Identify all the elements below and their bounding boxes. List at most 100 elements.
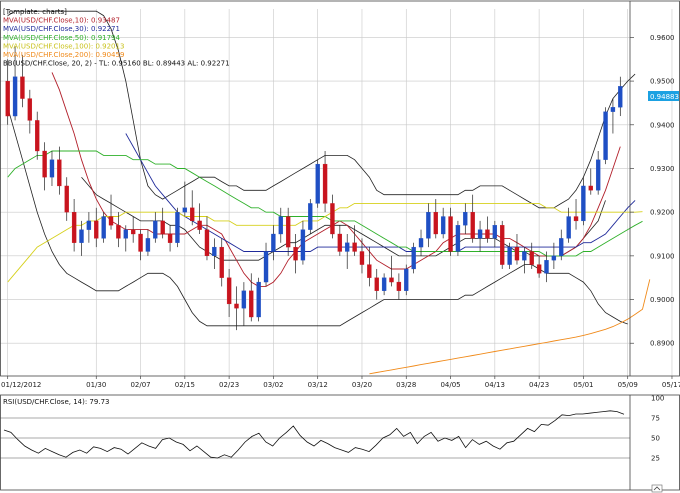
candle-down bbox=[5, 80, 10, 117]
candle-up bbox=[315, 163, 320, 204]
price-tick-label: 0.9600 bbox=[650, 34, 675, 42]
candle-down bbox=[20, 76, 25, 99]
moving-averages bbox=[7, 72, 651, 375]
date-tick-label: 02/07 bbox=[130, 381, 150, 389]
candle-up bbox=[212, 246, 217, 257]
candle-down bbox=[285, 216, 291, 248]
rsi-grid bbox=[0, 417, 630, 459]
series-mva-usd-chf-close-100- bbox=[7, 202, 643, 283]
candle-down bbox=[130, 229, 136, 235]
candle-down bbox=[167, 233, 173, 243]
candle-down bbox=[35, 120, 40, 152]
corner-arrow-icon[interactable] bbox=[651, 484, 663, 493]
rsi-tick-label: 75 bbox=[651, 415, 660, 423]
rsi-label: RSI(USD/CHF.Close, 14): 79.73 bbox=[3, 398, 109, 406]
price-tick-label: 0.9500 bbox=[650, 78, 675, 86]
candle-down bbox=[57, 159, 62, 187]
legend-entry: MVA(USD/CHF.Close,100): 0.92013 bbox=[3, 42, 124, 50]
date-tick-label: 03/12 bbox=[308, 381, 328, 389]
date-tick-label: 03/20 bbox=[352, 381, 372, 389]
candle-down bbox=[204, 229, 210, 257]
date-tick-label: 05/17 bbox=[662, 381, 680, 389]
candle-up bbox=[610, 107, 616, 112]
candle-down bbox=[293, 246, 298, 261]
candle-up bbox=[86, 220, 92, 230]
candle-down bbox=[219, 246, 224, 278]
candle-down bbox=[160, 220, 165, 235]
legend-entry: MVA(USD/CHF.Close,10): 0.93487 bbox=[3, 17, 120, 25]
candle-up bbox=[544, 260, 549, 274]
price-tick-label: 0.9200 bbox=[650, 209, 675, 217]
rsi-axis-ticks: 100 75 50 25 bbox=[651, 395, 664, 463]
candle-down bbox=[396, 281, 402, 291]
candle-up bbox=[463, 212, 468, 226]
candle-down bbox=[588, 185, 593, 191]
legend-entry: BB(USD/CHF.Close, 20, 2) - TL: 0.95160 B… bbox=[3, 60, 230, 68]
candle-up bbox=[101, 216, 106, 239]
candlesticks bbox=[5, 46, 623, 331]
candle-up bbox=[278, 216, 283, 235]
candle-up bbox=[551, 255, 557, 261]
candle-down bbox=[226, 277, 232, 305]
candle-down bbox=[514, 246, 520, 261]
candle-down bbox=[94, 220, 99, 239]
candle-up bbox=[566, 216, 571, 239]
candle-up bbox=[455, 225, 461, 252]
rsi-tick-label: 100 bbox=[651, 395, 664, 403]
candle-down bbox=[234, 303, 239, 309]
candle-up bbox=[345, 242, 350, 252]
series-mva-usd-chf-close-10- bbox=[51, 72, 621, 287]
candle-down bbox=[352, 242, 357, 252]
candle-up bbox=[411, 246, 416, 270]
date-tick-label: 04/05 bbox=[440, 381, 460, 389]
candle-up bbox=[477, 229, 483, 239]
candle-up bbox=[440, 216, 446, 235]
candle-up bbox=[153, 220, 158, 239]
candle-up bbox=[263, 251, 269, 283]
legend-entry: [Template: charts] bbox=[3, 8, 67, 16]
candle-up bbox=[49, 159, 55, 178]
candle-up bbox=[426, 212, 431, 239]
candle-down bbox=[42, 150, 47, 178]
candle-up bbox=[271, 233, 276, 252]
date-tick-label: 02/15 bbox=[175, 381, 195, 389]
indicator-legend: [Template: charts]MVA(USD/CHF.Close,10):… bbox=[3, 8, 230, 68]
candle-up bbox=[182, 207, 188, 213]
candle-down bbox=[330, 203, 335, 235]
candle-down bbox=[249, 290, 254, 318]
date-tick-label: 05/09 bbox=[618, 381, 638, 389]
candle-up bbox=[145, 238, 151, 252]
last-price-tag-box bbox=[648, 91, 679, 101]
candle-up bbox=[581, 185, 586, 222]
candle-down bbox=[322, 163, 328, 204]
candle-up bbox=[256, 281, 261, 318]
date-tick-label: 01/30 bbox=[86, 381, 106, 389]
candle-down bbox=[367, 264, 372, 278]
rsi-line bbox=[3, 410, 625, 459]
candle-up bbox=[175, 212, 180, 243]
series-mva-usd-chf-close-30- bbox=[125, 133, 636, 252]
candle-up bbox=[308, 203, 313, 230]
candle-down bbox=[359, 251, 365, 265]
date-tick-label: 03/28 bbox=[396, 381, 416, 389]
candle-down bbox=[27, 98, 33, 121]
candle-up bbox=[618, 86, 623, 108]
date-tick-label: 04/13 bbox=[485, 381, 505, 389]
candle-up bbox=[595, 159, 601, 191]
rsi-series bbox=[3, 410, 625, 459]
last-price-tag-text: 0.94883 bbox=[650, 93, 679, 101]
candle-up bbox=[418, 238, 424, 248]
last-price-tag: 0.94883 bbox=[648, 91, 679, 101]
date-tick-label: 05/01 bbox=[573, 381, 593, 389]
price-tick-label: 0.9000 bbox=[650, 296, 675, 304]
candle-down bbox=[190, 207, 195, 222]
series-bb-upper bbox=[7, 10, 636, 209]
candle-down bbox=[64, 185, 69, 213]
candle-down bbox=[485, 229, 490, 239]
candle-down bbox=[529, 251, 534, 265]
candle-down bbox=[389, 277, 394, 283]
candle-down bbox=[500, 225, 505, 265]
candle-up bbox=[381, 277, 387, 291]
